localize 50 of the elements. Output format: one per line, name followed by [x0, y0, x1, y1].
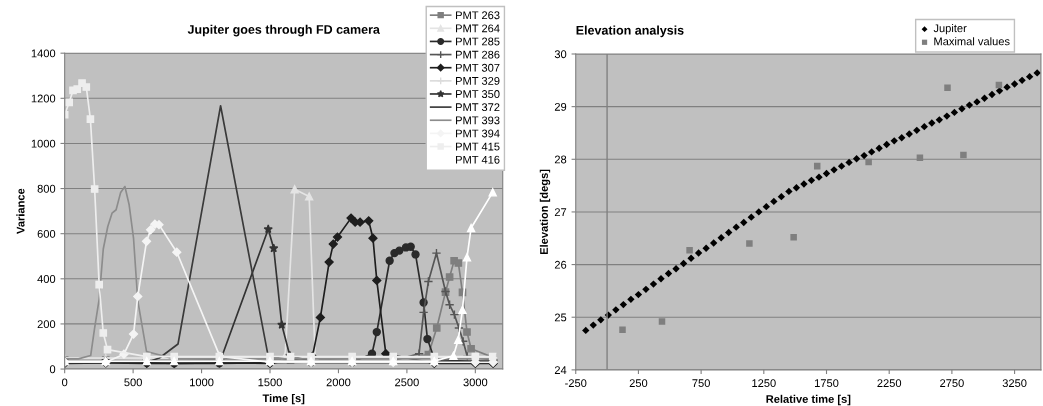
y-tick-label: 26: [554, 260, 567, 269]
x-tick-label: 1250: [752, 379, 776, 388]
x-tick-label: 2000: [326, 378, 351, 387]
x-tick-label: 1750: [815, 379, 839, 388]
x-axis-title: Relative time [s]: [766, 394, 851, 406]
y-tick-label: 600: [37, 229, 56, 238]
x-tick-label: 0: [62, 378, 68, 387]
y-tick-label: 24: [554, 366, 567, 374]
y-tick-label: 28: [554, 155, 567, 164]
text: PMT 416: [456, 155, 500, 164]
legend-label: PMT 329: [456, 76, 500, 85]
y-tick-label: 30: [554, 50, 567, 59]
legend-label: Jupiter: [933, 24, 967, 35]
chart-title: Elevation analysis: [576, 25, 684, 38]
y-tick-label: 1400: [31, 49, 56, 58]
legend-label: Maximal values: [934, 37, 1010, 46]
legend-label: PMT 393: [456, 116, 500, 125]
y-tick-label: 1200: [31, 94, 56, 103]
legend-label: PMT 350: [456, 90, 500, 98]
y-tick-label: 0: [49, 365, 56, 374]
y-axis-title: Variance: [16, 188, 25, 234]
y-tick-label: 25: [554, 313, 567, 322]
x-tick-label: 750: [692, 379, 710, 388]
legend-label: PMT 264: [456, 24, 500, 33]
y-tick-label: 1000: [31, 139, 56, 148]
y-tick-label: 200: [37, 320, 56, 329]
x-tick-label: 250: [629, 379, 648, 388]
x-tick-label: 500: [124, 378, 142, 387]
y-tick-label: 800: [37, 184, 56, 193]
y-axis-title: Elevation [degs]: [539, 169, 551, 255]
legend-label: PMT 307: [456, 63, 500, 72]
x-tick-label: 3250: [1002, 379, 1027, 388]
x-tick-label: 3000: [463, 378, 488, 387]
x-tick-label: 2250: [877, 379, 902, 388]
y-tick-label: 29: [554, 102, 567, 111]
x-tick-label: 2500: [395, 378, 419, 387]
legend-label: PMT 285: [456, 37, 500, 46]
x-tick-label: 1000: [190, 378, 214, 387]
x-tick-label: -250: [565, 379, 587, 388]
legend-label: PMT 263: [456, 11, 500, 20]
legend-label: PMT 372: [456, 103, 500, 112]
chart-title: Jupiter goes through FD camera: [187, 24, 380, 37]
legend-label: PMT 415: [456, 142, 500, 151]
y-tick-label: 27: [554, 208, 567, 216]
x-axis-title: Time [s]: [262, 393, 305, 405]
legend-label: PMT 286: [456, 50, 500, 59]
x-tick-label: 1500: [258, 378, 282, 387]
legend-label: PMT 394: [456, 129, 500, 138]
x-tick-label: 2750: [940, 379, 964, 388]
y-tick-label: 400: [37, 275, 56, 283]
